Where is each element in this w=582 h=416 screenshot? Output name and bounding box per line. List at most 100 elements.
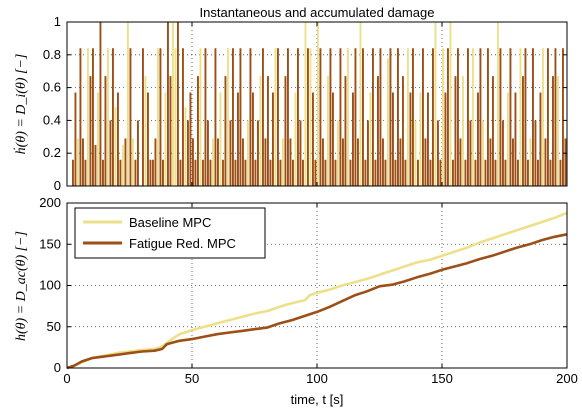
damage-pulse-1 bbox=[374, 159, 377, 186]
damage-pulse-1 bbox=[254, 159, 257, 186]
damage-pulse-0 bbox=[557, 76, 559, 186]
instantaneous-damage-panel: 0 0.2 0.4 0.6 0.8 1 Instantaneous and accumul… bbox=[13, 5, 568, 193]
damage-pulse-0 bbox=[419, 92, 422, 186]
damage-pulse-1 bbox=[377, 76, 379, 186]
y-axis-label-top: ḣ(θ) = D_i(θ) [−] bbox=[13, 54, 29, 155]
damage-pulse-1 bbox=[447, 48, 449, 186]
damage-pulse-1 bbox=[134, 159, 137, 186]
damage-pulse-1 bbox=[384, 159, 387, 186]
damage-pulse-1 bbox=[517, 159, 519, 186]
damage-pulse-0 bbox=[114, 107, 117, 186]
damage-pulse-0 bbox=[309, 48, 312, 186]
damage-pulse-1 bbox=[514, 92, 517, 186]
ticks-bottom: 0 50 100 150 200 0 50 100 150 200 bbox=[39, 195, 578, 386]
damage-pulse-1 bbox=[194, 159, 197, 186]
damage-pulse-1 bbox=[192, 138, 194, 186]
damage-pulse-0 bbox=[369, 92, 372, 186]
damage-pulse-0 bbox=[407, 48, 409, 186]
damage-pulse-0 bbox=[172, 22, 174, 186]
damage-pulse-1 bbox=[112, 48, 114, 186]
damage-pulse-0 bbox=[219, 92, 222, 186]
damage-pulse-1 bbox=[477, 92, 479, 186]
damage-pulse-1 bbox=[502, 120, 504, 186]
damage-pulse-1 bbox=[504, 159, 507, 186]
damage-pulse-1 bbox=[427, 92, 429, 186]
chart-title: Instantaneous and accumulated damage bbox=[200, 5, 435, 20]
damage-pulse-0 bbox=[97, 92, 99, 186]
damage-pulse-1 bbox=[267, 76, 269, 186]
damage-pulse-1 bbox=[532, 48, 534, 186]
damage-pulse-1 bbox=[92, 48, 94, 186]
damage-pulse-1 bbox=[362, 48, 364, 186]
damage-pulse-1 bbox=[179, 159, 182, 186]
damage-pulse-1 bbox=[189, 92, 192, 186]
accumulated-damage-panel: 0 50 100 150 200 0 50 100 150 200 h(θ) = D_ac(θ) … bbox=[14, 195, 578, 407]
damage-pulse-1 bbox=[149, 159, 152, 186]
damage-pulse-1 bbox=[344, 76, 347, 186]
damage-pulse-0 bbox=[462, 76, 464, 186]
damage-pulse-1 bbox=[79, 48, 82, 186]
x-tick-label: 200 bbox=[556, 371, 578, 386]
damage-pulse-1 bbox=[264, 138, 267, 186]
accumulated-series bbox=[66, 211, 568, 370]
damage-pulse-1 bbox=[159, 48, 162, 186]
damage-pulse-0 bbox=[122, 145, 124, 186]
damage-pulse-0 bbox=[304, 22, 307, 186]
damage-pulse-1 bbox=[367, 120, 369, 186]
damage-pulse-1 bbox=[217, 138, 219, 186]
y-tick-label: 0.4 bbox=[43, 112, 61, 127]
damage-pulse-0 bbox=[144, 76, 147, 186]
damage-pulse-1 bbox=[537, 159, 539, 186]
damage-pulse-0 bbox=[107, 48, 109, 186]
damage-pulse-0 bbox=[174, 48, 177, 186]
damage-pulse-1 bbox=[354, 48, 357, 186]
damage-pulse-1 bbox=[554, 48, 557, 186]
damage-pulse-1 bbox=[397, 48, 399, 186]
damage-pulse-1 bbox=[399, 138, 402, 186]
damage-pulse-1 bbox=[509, 48, 512, 186]
damage-pulse-1 bbox=[457, 48, 459, 186]
x-tick-label: 0 bbox=[63, 371, 70, 386]
damage-pulse-1 bbox=[287, 48, 289, 186]
damage-pulse-1 bbox=[437, 120, 439, 186]
damage-pulse-0 bbox=[294, 92, 297, 186]
damage-pulse-1 bbox=[527, 159, 529, 186]
damage-pulse-1 bbox=[314, 159, 317, 186]
damage-pulse-1 bbox=[222, 159, 224, 186]
damage-pulse-1 bbox=[394, 159, 397, 186]
damage-pulse-1 bbox=[432, 48, 434, 186]
legend-label-fatigue: Fatigue Red. MPC bbox=[129, 236, 236, 251]
damage-pulse-1 bbox=[534, 120, 537, 186]
damage-pulse-1 bbox=[547, 48, 549, 186]
damage-pulse-1 bbox=[89, 76, 92, 186]
damage-pulse-1 bbox=[94, 145, 97, 186]
damage-pulse-1 bbox=[269, 159, 272, 186]
damage-pulse-0 bbox=[347, 48, 349, 186]
damage-pulse-1 bbox=[209, 159, 212, 186]
damage-pulse-1 bbox=[292, 159, 294, 186]
damage-pulse-1 bbox=[422, 48, 424, 186]
damage-pulse-0 bbox=[157, 48, 159, 186]
damage-pulse-1 bbox=[299, 120, 302, 186]
damage-pulse-1 bbox=[242, 138, 244, 186]
damage-pulse-1 bbox=[262, 48, 264, 186]
damage-pulse-0 bbox=[212, 138, 214, 186]
damage-pulse-1 bbox=[332, 92, 334, 186]
damage-pulse-1 bbox=[72, 159, 74, 186]
damage-pulse-1 bbox=[392, 92, 394, 186]
damage-pulse-1 bbox=[484, 159, 487, 186]
damage-pulse-1 bbox=[109, 120, 112, 186]
damage-pulse-1 bbox=[297, 48, 299, 186]
damage-pulse-1 bbox=[402, 76, 404, 186]
damage-pulse-1 bbox=[342, 138, 344, 186]
damage-pulse-1 bbox=[99, 22, 102, 186]
damage-pulse-1 bbox=[379, 48, 382, 186]
damage-pulse-1 bbox=[154, 138, 157, 186]
damage-pulse-1 bbox=[244, 159, 247, 186]
damage-pulse-1 bbox=[479, 48, 482, 186]
y-tick-label: 0.8 bbox=[43, 47, 61, 62]
damage-pulse-1 bbox=[492, 76, 494, 186]
damage-pulse-0 bbox=[259, 76, 262, 186]
damage-pulse-1 bbox=[329, 48, 332, 186]
damage-pulse-1 bbox=[404, 159, 407, 186]
